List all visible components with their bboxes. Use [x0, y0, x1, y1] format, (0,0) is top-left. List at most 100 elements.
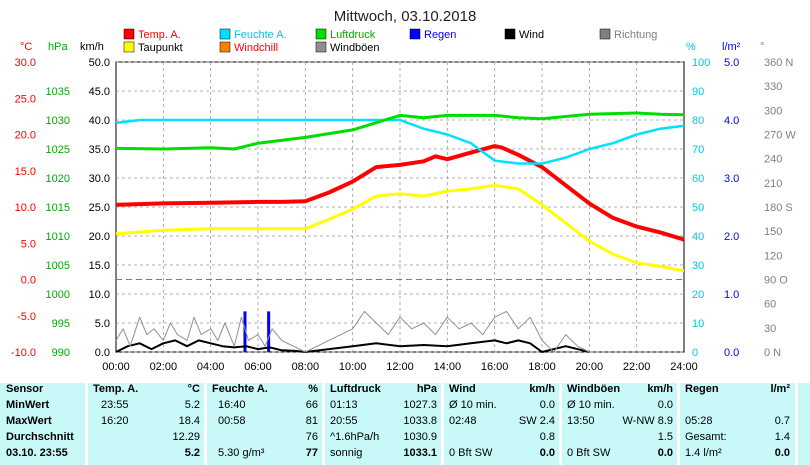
pressure-row-note: ^1.6hPa/h [330, 431, 380, 443]
pressure-row-note: sonnig [330, 447, 363, 459]
x-tick: 16:00 [481, 361, 509, 372]
humidity-tick: 20 [692, 289, 704, 301]
wind-row-note: 0 Bft SW [449, 447, 493, 459]
rain-tick: 2.0 [724, 231, 739, 243]
pressure-head: Luftdruck [330, 383, 381, 395]
humidity-tick: 10 [692, 318, 704, 330]
weather-chart: Mittwoch, 03.10.2018 Temp. A. Feuchte A. Lu… [11, 8, 796, 372]
rain-bar [267, 311, 271, 352]
humidity-tick: 70 [692, 144, 704, 156]
humidity-tick: 40 [692, 231, 704, 243]
rain-tick: 4.0 [724, 115, 739, 127]
humidity-row-value: 66 [305, 399, 318, 411]
humidity-row-note: 00:58 [218, 415, 246, 427]
direction-tick: 270 W [764, 130, 796, 142]
rain-bar [243, 311, 247, 352]
gust-row-note: 13:50 [567, 415, 595, 427]
gust-head: Windböen [567, 383, 621, 395]
rain-row-note: 05:28 [685, 415, 713, 427]
speed-tick: 35.0 [89, 144, 110, 156]
legend-swatch [504, 28, 516, 40]
legend-swatch [315, 28, 327, 40]
pressure-row-value: 1027.3 [403, 399, 437, 411]
speed-tick: 45.0 [89, 86, 110, 98]
legend-label: Richtung [614, 29, 657, 41]
rain-row-value: 1.4 [774, 431, 790, 443]
row-label: Durchschnitt [6, 431, 74, 443]
legend-label: Taupunkt [138, 42, 183, 54]
wind-row-value: 0.8 [539, 431, 555, 443]
rain-tick: 0.0 [724, 347, 739, 359]
speed-tick: 5.0 [95, 318, 110, 330]
row-label: MaxWert [6, 415, 52, 427]
col-pressure [325, 383, 441, 465]
gust-row-value: 1.5 [657, 431, 673, 443]
speed-tick: 50.0 [89, 57, 110, 69]
direction-axis-unit: ° [760, 41, 764, 53]
temp-tick: -5.0 [17, 311, 36, 323]
temp-row-value: 12.29 [172, 431, 200, 443]
legend-swatch [123, 28, 135, 40]
gust-row-value: 0.0 [657, 399, 673, 411]
direction-tick: 30 [764, 323, 776, 335]
rain-row-note: Gesamt: [685, 431, 727, 443]
col-sensor [0, 383, 85, 465]
legend-swatch [123, 41, 135, 53]
humidity-unit: % [308, 383, 318, 395]
temp-row-value: 5.2 [184, 399, 200, 411]
statistics-table: Sensor MinWert MaxWert Durchschnitt 03.10. 2… [0, 383, 810, 465]
direction-tick: 150 [764, 226, 782, 238]
direction-tick: 60 [764, 299, 776, 311]
rain-tick: 5.0 [724, 57, 739, 69]
pressure-tick: 1005 [46, 260, 70, 272]
col-temp [88, 383, 204, 465]
humidity-axis-unit: % [686, 41, 696, 53]
wind-head: Wind [449, 383, 476, 395]
x-tick: 00:00 [102, 361, 130, 372]
temp-tick: 10.0 [15, 202, 36, 214]
pressure-tick: 1010 [46, 231, 70, 243]
temp-row-note: 23:55 [101, 399, 129, 411]
speed-tick: 40.0 [89, 115, 110, 127]
rain-tick: 3.0 [724, 173, 739, 185]
rain-axis-unit: l/m² [722, 41, 741, 53]
pressure-tick: 990 [52, 347, 70, 359]
col-gust [562, 383, 677, 465]
rain-head: Regen [685, 383, 719, 395]
speed-tick: 10.0 [89, 289, 110, 301]
wind-row-note: 02:48 [449, 415, 477, 427]
col-wind [444, 383, 559, 465]
humidity-row-note: 5.30 g/m³ [218, 447, 265, 459]
legend-swatch [219, 41, 231, 53]
row-label: MinWert [6, 399, 50, 411]
pressure-row-note: 20:55 [330, 415, 358, 427]
col-end [798, 383, 810, 465]
pressure-unit: hPa [416, 383, 437, 395]
direction-tick: 360 N [764, 57, 793, 69]
humidity-row-note: 16:40 [218, 399, 246, 411]
legend-label: Windböen [330, 42, 380, 54]
rain-unit: l/m² [770, 383, 790, 395]
humidity-tick: 50 [692, 202, 704, 214]
pressure-tick: 1000 [46, 289, 70, 301]
speed-tick: 0.0 [95, 347, 110, 359]
series-line-taupunkt [115, 183, 685, 273]
gust-row-value: 0.0 [657, 447, 673, 459]
temp-tick: 5.0 [21, 238, 36, 250]
rain-row-value: 0.0 [774, 447, 790, 459]
humidity-tick: 30 [692, 260, 704, 272]
direction-tick: 180 S [764, 202, 793, 214]
series-line-wind [115, 339, 590, 353]
pressure-row-value: 1030.9 [403, 431, 437, 443]
humidity-tick: 0 [692, 347, 698, 359]
legend-swatch [409, 28, 421, 40]
series-line-windb-en [115, 310, 590, 353]
x-tick: 22:00 [623, 361, 651, 372]
col-humidity [207, 383, 322, 465]
gust-row-value: W-NW 8.9 [622, 415, 673, 427]
series-line-feuchte-a- [115, 118, 685, 165]
temp-tick: -10.0 [11, 347, 36, 359]
gust-row-note: 0 Bft SW [567, 447, 611, 459]
humidity-head: Feuchte A. [212, 383, 268, 395]
speed-tick: 25.0 [89, 202, 110, 214]
